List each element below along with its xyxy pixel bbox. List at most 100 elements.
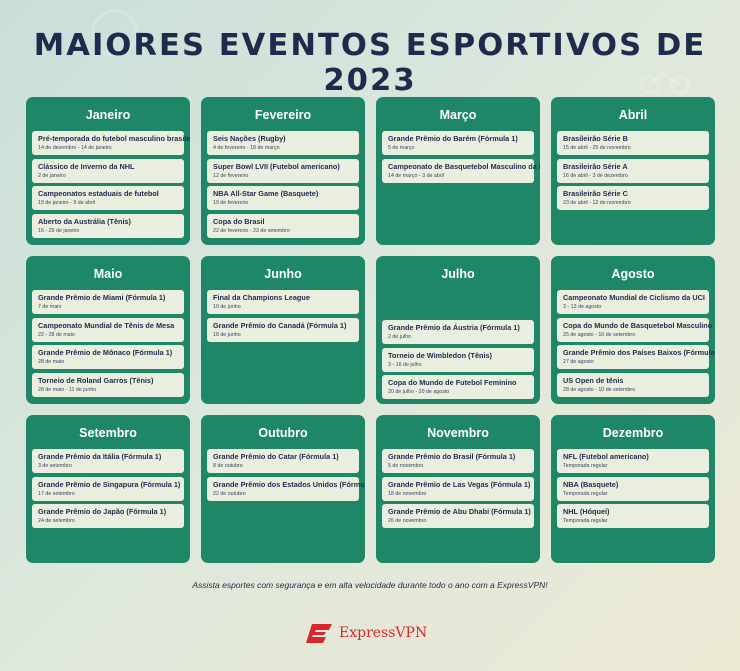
event-name: Grande Prêmio do Canadá (Fórmula 1) (213, 320, 347, 330)
month-name: Agosto (611, 267, 655, 281)
event: Grande Prêmio do Barém (Fórmula 1) 5 de m… (382, 131, 534, 155)
event: Grande Prêmio do Canadá (Fórmula 1) 18 de… (207, 317, 359, 342)
month-name: Novembro (427, 426, 489, 440)
event-name: NBA All-Star Game (Basquete) (213, 189, 319, 198)
event: Campeonatos estaduais de futebol 15 de ja… (32, 186, 184, 210)
event: Clássico de Inverno da NHL 2 de janeiro (32, 158, 184, 183)
month-card: Abril Brasileirão Série B 15 de abril - 25… (551, 97, 715, 245)
event: Grande Prêmio dos Países Baixos (Fórmula… (557, 345, 715, 369)
event-date: Temporada regular (563, 518, 608, 524)
event-name: Grande Prêmio dos Estados Unidos (Fórmul… (213, 479, 365, 489)
month-card: Agosto Campeonato Mundial de Ciclismo da … (551, 256, 715, 404)
event-date: 16 - 29 de janeiro (38, 227, 80, 234)
event-list: Grande Prêmio do Barém (Fórmula 1) 5 de m… (382, 131, 540, 183)
event-date: 17 de setembro (38, 490, 75, 497)
event-name: NHL (Hóquei) (563, 507, 610, 516)
event: NBA All-Star Game (Basquete) 19 de fevere… (207, 186, 359, 210)
event: Copa do Mundo de Futebol Feminino 20 de j… (382, 375, 534, 399)
month-name: Fevereiro (254, 108, 312, 122)
event: US Open de tênis 28 de agosto - 10 de set… (557, 372, 709, 397)
event-date: 18 de junho (213, 331, 241, 338)
event-name: Grande Prêmio de Miami (Fórmula 1) (38, 293, 166, 302)
event-name: Super Bowl LVII (Futebol americano) (213, 161, 340, 171)
event-date: 12 de fevereiro (213, 172, 249, 179)
event: NHL (Hóquei) Temporada regular (557, 504, 709, 528)
event-list: NFL (Futebol americano) Temporada regular… (557, 449, 709, 528)
event: Grande Prêmio de Abu Dhabi (Fórmula 1) 26… (382, 504, 534, 528)
event-name: Grande Prêmio da Itália (Fórmula 1) (38, 452, 162, 461)
event-name: Grande Prêmio do Catar (Fórmula 1) (213, 452, 339, 461)
month-card: Julho Grande Prêmio da Áustria (Fórmula 1… (376, 256, 540, 404)
event-name: Aberto da Austrália (Tênis) (38, 216, 131, 226)
event: NBA (Basquete) Temporada regular (557, 476, 709, 501)
event-date: 3 - 13 de agosto (563, 304, 602, 310)
month-name: Janeiro (85, 108, 131, 122)
event-list: Campeonato Mundial de Ciclismo da UCI 3 -… (557, 290, 715, 397)
event: Grande Prêmio de Miami (Fórmula 1) 7 de m… (32, 290, 184, 314)
event-date: 20 de julho - 20 de agosto (388, 389, 450, 395)
event: Grande Prêmio do Catar (Fórmula 1) 8 de o… (207, 449, 359, 473)
event-name: Grande Prêmio de Singapura (Fórmula 1) (38, 479, 181, 489)
event-name: NFL (Futebol americano) (563, 452, 649, 461)
event: Campeonato Mundial de Ciclismo da UCI 3 -… (557, 290, 709, 314)
event-date: 4 de fevereiro - 18 de março (213, 145, 280, 151)
event-date: 16 de abril - 3 de dezembro (563, 172, 628, 179)
event-name: Seis Nações (Rugby) (213, 134, 286, 143)
brand-logo (306, 624, 332, 643)
event: Grande Prêmio da Itália (Fórmula 1) 3 de … (32, 449, 184, 473)
event-date: 14 de março - 3 de abril (388, 172, 444, 179)
month-card: Dezembro NFL (Futebol americano) Temporada… (551, 415, 715, 563)
month-card: Junho Final da Champions League 10 de junh… (201, 256, 365, 404)
event-date: 27 de agosto (563, 359, 594, 365)
event-name: Torneio de Roland Garros (Tênis) (38, 375, 154, 385)
event: Aberto da Austrália (Tênis) 16 - 29 de ja… (32, 213, 184, 238)
event: Final da Champions League 10 de junho (207, 290, 359, 314)
event-name: Campeonato Mundial de Ciclismo da UCI (563, 293, 705, 302)
event-name: Copa do Mundo de Futebol Feminino (388, 378, 517, 387)
event-date: 23 de abril - 12 de novembro (563, 200, 631, 206)
event-list: Final da Champions League 10 de junho Gran… (207, 290, 359, 342)
month-name: Junho (264, 267, 302, 281)
event: Pré-temporada do futebol masculino brasi… (32, 131, 190, 155)
month-name: Abril (618, 108, 648, 122)
event: Grande Prêmio do Brasil (Fórmula 1) 5 de … (382, 449, 534, 473)
month-card: Março Grande Prêmio do Barém (Fórmula 1) 5… (376, 97, 540, 245)
event-name: Campeonato de Basquetebol Masculino da N… (388, 161, 540, 171)
month-card: Janeiro Pré-temporada do futebol masculin… (26, 97, 190, 245)
event-name: Brasileirão Série A (563, 161, 628, 171)
event-date: 22 de fevereiro - 23 de setembro (213, 227, 290, 234)
event: Super Bowl LVII (Futebol americano) 12 de… (207, 158, 359, 183)
event-date: 7 de maio (38, 304, 62, 310)
title: Maiores eventos esportivos de 2023 (33, 28, 707, 98)
event-date: 5 de março (388, 145, 415, 151)
event-list: Seis Nações (Rugby) 4 de fevereiro - 18 d… (207, 131, 359, 238)
event-date: 28 de agosto - 10 de setembro (563, 386, 636, 393)
month-name: Março (439, 108, 477, 122)
event-date: 18 de novembro (388, 490, 427, 497)
event-name: Grande Prêmio do Japão (Fórmula 1) (38, 507, 167, 516)
event: Campeonato Mundial de Tênis de Mesa 22 - … (32, 317, 184, 342)
event-list: Grande Prêmio da Itália (Fórmula 1) 3 de … (32, 449, 184, 528)
month-card: Setembro Grande Prêmio da Itália (Fórmula… (26, 415, 190, 563)
month-name: Dezembro (602, 426, 664, 440)
event-date: 2 de julho (388, 334, 411, 340)
event-name: Grande Prêmio de Abu Dhabi (Fórmula 1) (388, 507, 531, 516)
event-name: Campeonato Mundial de Tênis de Mesa (38, 320, 175, 330)
event-date: 28 de maio - 11 de junho (38, 386, 97, 393)
event-name: Clássico de Inverno da NHL (38, 161, 135, 171)
event-name: Grande Prêmio de Mônaco (Fórmula 1) (38, 348, 173, 357)
event: Grande Prêmio de Mônaco (Fórmula 1) 28 de… (32, 345, 184, 369)
event-list: Grande Prêmio do Catar (Fórmula 1) 8 de o… (207, 449, 365, 501)
event-name: US Open de tênis (563, 375, 624, 385)
event: Seis Nações (Rugby) 4 de fevereiro - 18 d… (207, 131, 359, 155)
event-name: Pré-temporada do futebol masculino brasi… (38, 134, 190, 143)
month-card: Outubro Grande Prêmio do Catar (Fórmula 1… (201, 415, 365, 563)
event-list: Grande Prêmio de Miami (Fórmula 1) 7 de m… (32, 290, 184, 397)
event-date: 10 de junho (213, 304, 241, 310)
event-date: 8 de outubro (213, 463, 243, 469)
event: Brasileirão Série C 23 de abril - 12 de n… (557, 186, 709, 210)
month-name: Outubro (258, 426, 308, 440)
event-name: NBA (Basquete) (563, 479, 619, 489)
event-name: Grande Prêmio dos Países Baixos (Fórmula… (563, 348, 715, 357)
event-date: 25 de agosto - 10 de setembro (563, 331, 636, 338)
